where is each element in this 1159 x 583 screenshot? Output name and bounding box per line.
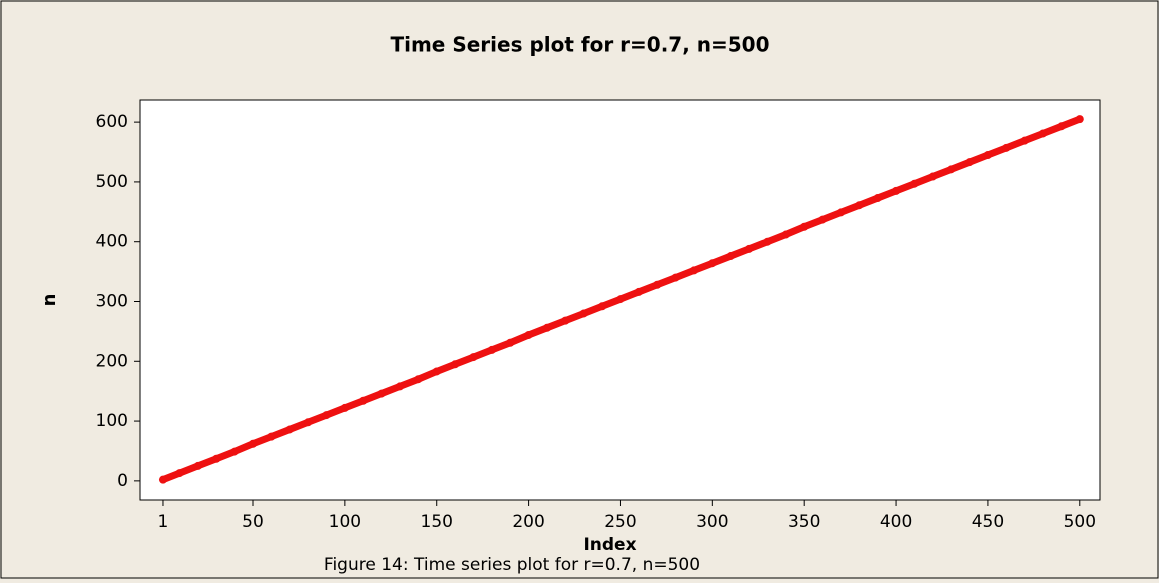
point	[818, 215, 827, 224]
point	[892, 186, 901, 195]
x-tick-label: 250	[604, 512, 636, 532]
point	[781, 230, 790, 239]
point	[800, 222, 809, 231]
x-tick-label: 300	[696, 512, 728, 532]
point	[1075, 115, 1084, 124]
x-tick-label: 50	[242, 512, 264, 532]
point	[579, 309, 588, 318]
x-tick-label: 400	[880, 512, 912, 532]
x-tick-label: 1	[158, 512, 169, 532]
point	[634, 287, 643, 296]
y-tick-label: 500	[96, 172, 128, 192]
y-tick-label: 600	[96, 112, 128, 132]
point	[158, 475, 167, 484]
point	[524, 330, 533, 339]
point	[1002, 143, 1011, 152]
point	[616, 295, 625, 304]
x-tick-label: 350	[788, 512, 820, 532]
y-axis-label: n	[39, 294, 60, 307]
point	[285, 425, 294, 434]
point	[506, 338, 515, 347]
point	[487, 345, 496, 354]
y-tick-label: 200	[96, 351, 128, 371]
point	[763, 237, 772, 246]
point	[248, 439, 257, 448]
point	[304, 418, 313, 427]
point	[542, 323, 551, 332]
point	[561, 316, 570, 325]
x-tick-label: 200	[512, 512, 544, 532]
point	[193, 461, 202, 470]
point	[836, 208, 845, 217]
x-tick-label: 150	[421, 512, 453, 532]
x-tick-label: 500	[1064, 512, 1096, 532]
point	[359, 396, 368, 405]
y-tick-label: 100	[96, 411, 128, 431]
point	[340, 403, 349, 412]
y-tick-label: 300	[96, 291, 128, 311]
point	[689, 266, 698, 275]
point	[1057, 122, 1066, 131]
point	[267, 432, 276, 441]
y-tick-label: 400	[96, 232, 128, 252]
point	[212, 454, 221, 463]
y-tick-label: 0	[117, 471, 128, 491]
point	[983, 151, 992, 160]
point	[395, 382, 404, 391]
point	[598, 302, 607, 311]
point	[855, 201, 864, 210]
chart-title: Time Series plot for r=0.7, n=500	[390, 33, 769, 57]
point	[965, 158, 974, 167]
point	[708, 259, 717, 268]
point	[1039, 129, 1048, 138]
point	[1020, 136, 1029, 145]
point	[947, 165, 956, 174]
point	[451, 360, 460, 369]
caption: Figure 14: Time series plot for r=0.7, n…	[324, 555, 700, 575]
point	[653, 280, 662, 289]
point	[175, 469, 184, 478]
point	[873, 194, 882, 203]
point	[726, 252, 735, 261]
x-axis-label: Index	[583, 535, 636, 555]
point	[322, 411, 331, 420]
point	[414, 375, 423, 384]
point	[745, 244, 754, 253]
point	[469, 353, 478, 362]
point	[230, 447, 239, 456]
point	[671, 273, 680, 282]
x-tick-label: 450	[972, 512, 1004, 532]
point	[928, 172, 937, 181]
point	[910, 179, 919, 188]
x-tick-label: 100	[329, 512, 361, 532]
point	[432, 367, 441, 376]
point	[377, 389, 386, 398]
